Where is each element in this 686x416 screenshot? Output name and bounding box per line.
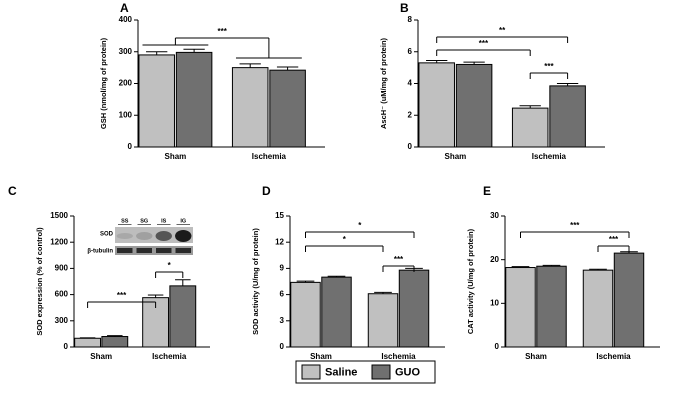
y-axis-label: SOD activity (U/mg of protein) xyxy=(251,228,260,335)
blot-background xyxy=(115,227,193,243)
bar xyxy=(613,252,645,348)
bar xyxy=(269,69,306,148)
panel-label: C xyxy=(8,184,17,198)
legend-swatch xyxy=(371,364,391,380)
y-tick-label: 15 xyxy=(275,211,284,220)
blot-band xyxy=(175,230,192,242)
y-tick-label: 1200 xyxy=(50,237,68,246)
y-axis-label: SOD expression (% of control) xyxy=(35,227,44,336)
x-tick-label: Sham xyxy=(445,152,467,161)
significance-label: *** xyxy=(570,221,580,230)
bar xyxy=(536,265,567,348)
bar xyxy=(582,269,614,348)
y-tick-label: 400 xyxy=(119,15,133,24)
x-tick-label: Ischemia xyxy=(252,152,287,161)
significance-label: * xyxy=(168,261,172,270)
x-tick-label: Sham xyxy=(165,152,187,161)
significance-label: * xyxy=(343,235,347,244)
x-tick-label: Sham xyxy=(525,352,547,361)
y-tick-label: 30 xyxy=(490,211,499,220)
y-axis-label: CAT activity (U/mg of protein) xyxy=(466,228,475,334)
blot-lane-label: IG xyxy=(180,218,186,224)
blot-band xyxy=(136,232,153,240)
legend-swatch xyxy=(301,364,321,380)
y-tick-label: 8 xyxy=(408,15,413,24)
y-tick-label: 6 xyxy=(408,47,413,56)
blot-row-label: SOD xyxy=(100,232,114,238)
significance-label: *** xyxy=(394,255,404,264)
y-tick-label: 300 xyxy=(119,47,133,56)
y-tick-label: 10 xyxy=(490,298,499,307)
x-tick-label: Ischemia xyxy=(596,352,631,361)
blot-row-label: β-tubulin xyxy=(87,249,113,255)
y-tick-label: 0 xyxy=(128,142,133,151)
legend-box xyxy=(295,360,436,384)
significance-label: *** xyxy=(479,39,489,48)
significance-label: * xyxy=(358,221,362,230)
bar xyxy=(138,54,175,148)
x-tick-label: Sham xyxy=(310,352,332,361)
panel-label: D xyxy=(262,184,271,198)
bar xyxy=(101,336,129,348)
blot-band xyxy=(116,233,133,239)
significance-label: *** xyxy=(117,291,127,300)
y-tick-label: 300 xyxy=(55,316,69,325)
y-tick-label: 2 xyxy=(408,110,413,119)
bar xyxy=(169,285,197,348)
panel-label: B xyxy=(400,1,409,15)
bar xyxy=(511,107,549,148)
blot-band xyxy=(175,248,191,253)
panel-label: A xyxy=(120,1,129,15)
y-tick-label: 3 xyxy=(280,316,285,325)
x-tick-label: Ischemia xyxy=(381,352,416,361)
y-tick-label: 12 xyxy=(275,237,284,246)
x-tick-label: Ischemia xyxy=(532,152,567,161)
y-tick-label: 0 xyxy=(64,342,69,351)
legend-label: GUO xyxy=(395,366,421,378)
panel-label: E xyxy=(483,184,491,198)
y-tick-label: 900 xyxy=(55,264,69,273)
y-tick-label: 6 xyxy=(280,290,285,299)
bar xyxy=(367,293,399,348)
x-tick-label: Sham xyxy=(90,352,112,361)
y-tick-label: 600 xyxy=(55,290,69,299)
blot-band xyxy=(155,231,172,241)
y-axis-label: AscH⁻ (uM/mg of protein) xyxy=(379,37,388,129)
y-tick-label: 4 xyxy=(408,79,413,88)
y-tick-label: 9 xyxy=(280,264,285,273)
bar xyxy=(398,269,430,348)
y-tick-label: 200 xyxy=(119,79,133,88)
blot-lane-label: SS xyxy=(121,218,129,224)
significance-label: *** xyxy=(544,62,554,71)
y-tick-label: 0 xyxy=(408,142,413,151)
bar xyxy=(231,67,269,148)
blot-band xyxy=(156,248,172,253)
bar xyxy=(418,62,455,148)
y-tick-label: 1500 xyxy=(50,211,68,220)
bar xyxy=(505,267,536,348)
significance-label: *** xyxy=(217,27,227,36)
y-axis-label: GSH (nmol/mg of protein) xyxy=(99,37,108,129)
blot-background xyxy=(115,246,193,255)
significance-label: *** xyxy=(609,235,619,244)
bar xyxy=(175,51,213,148)
legend-label: Saline xyxy=(325,366,357,378)
bar xyxy=(74,337,102,348)
x-tick-label: Ischemia xyxy=(152,352,187,361)
bar xyxy=(290,281,321,348)
bar xyxy=(549,85,586,148)
blot-band xyxy=(117,248,133,253)
blot-lane-label: IS xyxy=(161,218,167,224)
y-tick-label: 0 xyxy=(495,342,500,351)
blot-lane-label: SG xyxy=(140,218,148,224)
bar xyxy=(455,63,493,148)
blot-band xyxy=(136,248,152,253)
y-tick-label: 0 xyxy=(280,342,285,351)
bar xyxy=(321,276,352,348)
significance-label: ** xyxy=(499,26,506,35)
y-tick-label: 20 xyxy=(490,255,499,264)
y-tick-label: 100 xyxy=(119,110,133,119)
